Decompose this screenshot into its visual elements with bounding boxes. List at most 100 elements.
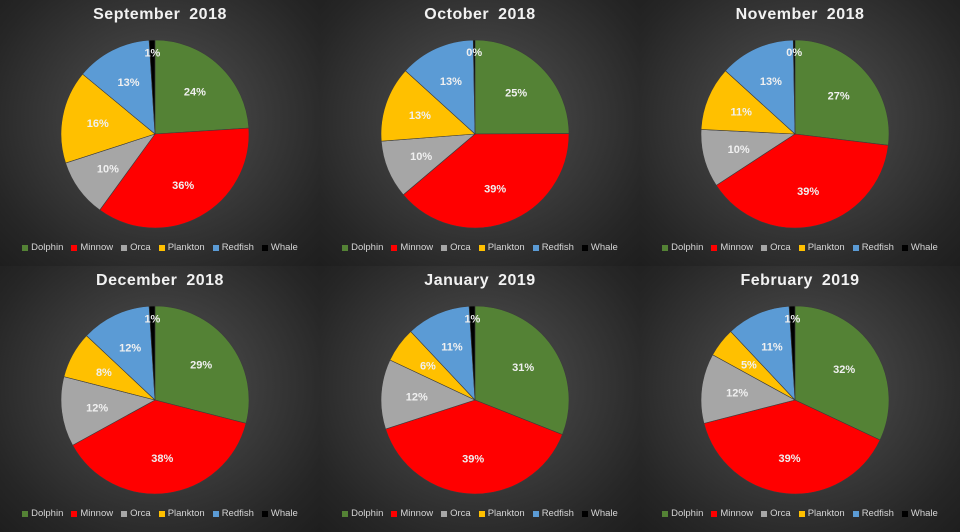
legend-label: Minnow: [720, 242, 754, 253]
slice-redfish: [86, 305, 156, 401]
legend-swatch-redfish: [852, 510, 859, 517]
legend-label: Minnow: [80, 242, 114, 253]
chart-title: January 2019: [424, 272, 536, 289]
legend-label: Orca: [450, 508, 471, 519]
legend-label: Whale: [910, 508, 938, 519]
pie-plot: 27% 39% 10% 11% 13% 0%: [700, 39, 890, 229]
legend-swatch-dolphin: [342, 244, 349, 251]
legend-label: Plankton: [807, 242, 845, 253]
legend-item-dolphin: Dolphin: [22, 508, 63, 519]
slice-minnow: [99, 127, 250, 229]
data-label-whale: 1%: [144, 313, 160, 325]
legend-swatch-dolphin: [662, 244, 669, 251]
data-label-orca: 12%: [406, 391, 428, 403]
data-label-dolphin: 27%: [828, 90, 850, 102]
legend-label: Redfish: [861, 242, 894, 253]
slice-orca: [700, 354, 796, 424]
legend-label: Whale: [590, 242, 618, 253]
data-label-redfish: 13%: [117, 77, 139, 89]
pie-plot: 31% 39% 12% 6% 11% 1%: [380, 305, 570, 495]
slice-redfish: [730, 305, 796, 401]
slice-dolphin: [794, 39, 890, 146]
legend-item-orca: Orca: [761, 242, 791, 253]
legend-label: Dolphin: [351, 508, 384, 519]
legend-swatch-redfish: [532, 244, 539, 251]
legend-label: Dolphin: [31, 242, 64, 253]
data-label-minnow: 39%: [484, 184, 506, 196]
legend-label: Redfish: [221, 242, 254, 253]
slice-whale: [788, 305, 796, 401]
legend-swatch-whale: [261, 510, 268, 517]
pie-chart-december-2018: December 2018 29% 38% 12% 8% 12% 1% Dolphin Minn…: [0, 266, 320, 532]
legend-swatch-plankton: [798, 244, 805, 251]
legend-swatch-plankton: [478, 510, 485, 517]
data-label-dolphin: 29%: [190, 359, 212, 371]
data-label-whale: 0%: [466, 47, 482, 59]
data-label-orca: 12%: [726, 388, 748, 400]
legend-item-redfish: Redfish: [852, 242, 894, 253]
data-label-dolphin: 25%: [505, 88, 527, 100]
legend-label: Plankton: [167, 242, 205, 253]
legend-label: Redfish: [861, 508, 894, 519]
legend-swatch-redfish: [532, 510, 539, 517]
data-label-plankton: 13%: [409, 110, 431, 122]
legend-item-plankton: Plankton: [158, 508, 205, 519]
legend-label: Plankton: [487, 242, 525, 253]
slice-whale: [472, 39, 476, 135]
legend-item-dolphin: Dolphin: [662, 242, 703, 253]
data-label-redfish: 13%: [440, 76, 462, 88]
legend-item-orca: Orca: [441, 508, 471, 519]
pie-chart-september-2018: September 2018 24% 36% 10% 16% 13% 1% Dolphin Mi…: [0, 0, 320, 266]
legend-item-minnow: Minnow: [711, 242, 753, 253]
legend-item-plankton: Plankton: [478, 508, 525, 519]
legend-item-redfish: Redfish: [212, 508, 254, 519]
legend-item-minnow: Minnow: [71, 508, 113, 519]
legend-label: Minnow: [400, 508, 434, 519]
legend-label: Dolphin: [671, 242, 704, 253]
legend-item-redfish: Redfish: [212, 242, 254, 253]
legend-swatch-dolphin: [22, 244, 29, 251]
data-label-redfish: 12%: [119, 342, 141, 354]
legend-item-whale: Whale: [261, 508, 298, 519]
legend-item-plankton: Plankton: [798, 242, 845, 253]
slice-redfish: [410, 305, 476, 401]
legend-item-plankton: Plankton: [478, 242, 525, 253]
legend-item-whale: Whale: [261, 242, 298, 253]
legend-item-orca: Orca: [761, 508, 791, 519]
data-label-redfish: 13%: [760, 76, 782, 88]
legend-swatch-orca: [121, 244, 128, 251]
slice-redfish: [82, 39, 156, 135]
legend-swatch-minnow: [71, 510, 78, 517]
legend: Dolphin Minnow Orca Plankton Redfish Whale: [320, 242, 640, 253]
legend: Dolphin Minnow Orca Plankton Redfish Whale: [640, 508, 960, 519]
chart-title: December 2018: [96, 272, 224, 289]
slice-dolphin: [474, 305, 570, 435]
legend-swatch-redfish: [212, 510, 219, 517]
legend-swatch-orca: [121, 510, 128, 517]
legend-swatch-dolphin: [342, 510, 349, 517]
legend-swatch-dolphin: [22, 510, 29, 517]
data-label-minnow: 39%: [778, 453, 800, 465]
legend-swatch-dolphin: [662, 510, 669, 517]
legend-swatch-plankton: [798, 510, 805, 517]
slice-dolphin: [154, 39, 250, 135]
legend-swatch-plankton: [478, 244, 485, 251]
legend-item-orca: Orca: [121, 242, 151, 253]
slice-plankton: [380, 70, 476, 142]
slice-whale: [148, 305, 156, 401]
legend-label: Minnow: [400, 242, 434, 253]
legend-label: Orca: [450, 242, 471, 253]
legend-swatch-orca: [761, 244, 768, 251]
legend-item-minnow: Minnow: [391, 508, 433, 519]
legend-label: Minnow: [80, 508, 114, 519]
legend-item-orca: Orca: [121, 508, 151, 519]
legend-swatch-whale: [261, 244, 268, 251]
legend-label: Plankton: [167, 508, 205, 519]
legend: Dolphin Minnow Orca Plankton Redfish Whale: [320, 508, 640, 519]
data-label-minnow: 39%: [462, 453, 484, 465]
legend-label: Redfish: [221, 508, 254, 519]
legend-label: Orca: [770, 242, 791, 253]
chart-title: November 2018: [735, 6, 865, 23]
pie-chart-november-2018: November 2018 27% 39% 10% 11% 13% 0% Dolphin Min…: [640, 0, 960, 266]
data-label-dolphin: 31%: [512, 362, 534, 374]
